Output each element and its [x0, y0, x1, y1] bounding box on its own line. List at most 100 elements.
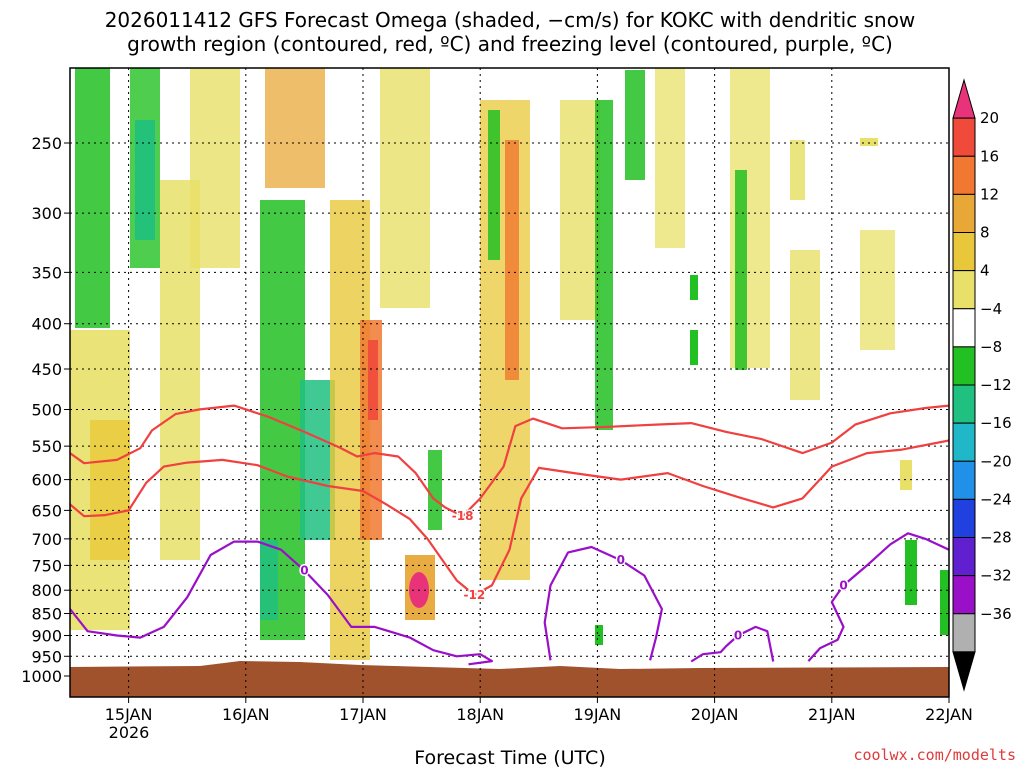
x-tick-label: 21JAN: [808, 705, 856, 724]
colorbar-swatch: [952, 117, 976, 157]
freezing-contour-label: 0: [300, 563, 308, 577]
y-tick-label: 550: [31, 437, 62, 456]
colorbar: 20 16 12 8 4 −4 −8 −12 −16 −20 −24 −28 −32 −36: [952, 78, 1012, 692]
freezing-contour-label: 0: [734, 628, 742, 642]
omega-blob: [380, 68, 430, 308]
omega-blob: [135, 120, 155, 240]
omega-blob: [790, 250, 820, 400]
contour-lines: [70, 404, 949, 666]
dgz-contour-line: [70, 404, 949, 518]
freezing-contour-line: [543, 545, 664, 661]
y-tick-label: 950: [31, 647, 62, 666]
colorbar-swatch: [952, 232, 976, 272]
colorbar-label: −8: [980, 338, 1002, 356]
freezing-contour-line: [807, 532, 949, 662]
y-axis: 250 300 350 400 450 500 550 600 650 700 750 800 850 9…: [21, 134, 70, 686]
plot-frame: [69, 67, 950, 698]
colorbar-swatch: [952, 155, 976, 195]
omega-blob: [488, 110, 500, 260]
y-tick-label: 300: [31, 204, 62, 223]
freezing-contour-line: [70, 540, 493, 666]
omega-blob: [625, 70, 645, 180]
colorbar-triangle-bottom: [952, 651, 976, 692]
chart-title-line1: 2026011412 GFS Forecast Omega (shaded, −…: [105, 8, 916, 32]
y-tick-label: 800: [31, 581, 62, 600]
omega-blob: [190, 68, 240, 268]
omega-blob: [560, 100, 600, 320]
colorbar-label: 4: [980, 262, 990, 280]
dgz-contour-label: -12: [463, 588, 485, 602]
colorbar-swatch: [952, 193, 976, 233]
omega-blob: [505, 140, 519, 380]
x-tick-label: 15JAN: [105, 705, 153, 724]
colorbar-swatch: [952, 346, 976, 386]
omega-blob: [368, 340, 378, 420]
omega-blob: [790, 140, 805, 200]
colorbar-swatch: [952, 460, 976, 500]
omega-shading: [70, 68, 949, 660]
colorbar-swatch: [952, 537, 976, 577]
omega-blob: [860, 230, 895, 350]
colorbar-label: −12: [980, 376, 1012, 394]
omega-blob: [940, 570, 949, 635]
ground-fill: [70, 661, 949, 697]
colorbar-label: −16: [980, 414, 1012, 432]
y-tick-label: 650: [31, 501, 62, 520]
y-tick-label: 600: [31, 471, 62, 490]
credit-text: coolwx.com/modelts: [853, 746, 1016, 764]
colorbar-label: −28: [980, 529, 1012, 547]
colorbar-swatch: [952, 422, 976, 462]
dgz-contour-label: -18: [452, 509, 474, 523]
omega-blob: [690, 275, 698, 300]
chart-title-line2: growth region (contoured, red, ºC) and f…: [127, 32, 893, 56]
omega-blob: [905, 540, 917, 605]
omega-blob: [300, 380, 335, 540]
colorbar-label: 16: [980, 147, 999, 165]
y-tick-label: 250: [31, 134, 62, 153]
colorbar-label: −36: [980, 605, 1012, 623]
colorbar-swatch: [952, 613, 976, 653]
omega-blob: [860, 138, 878, 146]
omega-blob: [90, 420, 130, 560]
x-tick-label: 16JAN: [222, 705, 270, 724]
y-tick-label: 350: [31, 263, 62, 282]
omega-blob: [655, 68, 685, 248]
colorbar-label: −4: [980, 300, 1002, 318]
y-tick-label: 850: [31, 605, 62, 624]
colorbar-swatch: [952, 498, 976, 538]
dgz-contour-line: [70, 439, 949, 597]
x-axis: 15JAN 16JAN 17JAN 18JAN 19JAN 20JAN 21JAN 22JAN: [105, 697, 973, 724]
x-tick-label: 22JAN: [925, 705, 973, 724]
omega-blob: [260, 540, 278, 620]
contour-labels: -18 -12 0 0 0 0: [299, 508, 849, 644]
x-tick-label: 18JAN: [456, 705, 504, 724]
x-year-label: 2026: [109, 723, 150, 742]
colorbar-label: −20: [980, 452, 1012, 470]
grid-lines: [70, 68, 949, 697]
omega-blob: [690, 330, 698, 365]
x-axis-title: Forecast Time (UTC): [414, 747, 605, 768]
y-tick-label: 700: [31, 530, 62, 549]
freezing-contour-line: [690, 625, 775, 663]
terrain: [70, 661, 949, 697]
colorbar-swatch: [952, 384, 976, 424]
omega-blob: [265, 68, 325, 188]
omega-blob: [428, 450, 442, 530]
x-tick-label: 20JAN: [691, 705, 739, 724]
colorbar-label: 20: [980, 109, 999, 127]
colorbar-swatch: [952, 270, 976, 310]
freezing-contour-label: 0: [617, 553, 625, 567]
x-tick-label: 19JAN: [574, 705, 622, 724]
y-tick-label: 900: [31, 626, 62, 645]
omega-blob: [735, 170, 747, 370]
colorbar-label: −24: [980, 490, 1012, 508]
y-tick-label: 450: [31, 360, 62, 379]
colorbar-swatch: [952, 575, 976, 615]
omega-blob: [595, 100, 613, 430]
y-tick-label: 750: [31, 556, 62, 575]
omega-blob: [75, 68, 110, 328]
colorbar-label: 8: [980, 224, 990, 242]
colorbar-triangle-top: [952, 78, 976, 119]
x-tick-label: 17JAN: [339, 705, 387, 724]
